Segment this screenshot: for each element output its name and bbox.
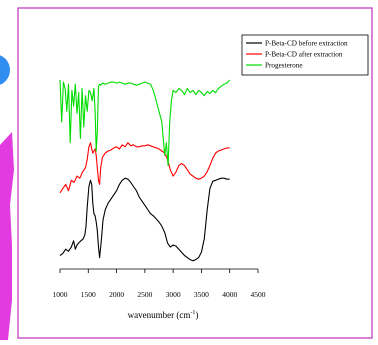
x-axis-title-tail: ) (195, 310, 198, 320)
series-line-3 (59, 79, 231, 167)
x-tick-label: 4500 (251, 290, 266, 299)
legend-label: Progesterone (265, 62, 303, 70)
x-axis-title: wavenumber (cm-1) (128, 310, 199, 320)
series-line-2 (59, 142, 230, 194)
x-tick-label: 2500 (137, 290, 152, 299)
x-axis-title-main: wavenumber (cm (128, 310, 191, 320)
background-decoration (0, 55, 14, 340)
legend-label: P-Beta-CD after extraction (265, 51, 343, 59)
x-axis-title-superscript: -1 (190, 310, 195, 316)
blue-circle-decoration (0, 55, 10, 85)
legend: P-Beta-CD before extraction P-Beta-CD aft… (241, 34, 369, 76)
magenta-shape-decoration (0, 132, 14, 340)
x-tick-label: 2000 (109, 290, 124, 299)
x-axis: 1000 1500 2000 2500 3000 3500 4000 4500 (53, 268, 266, 299)
x-tick-label: 1000 (53, 290, 68, 299)
legend-box (241, 34, 369, 76)
x-tick-label: 3000 (166, 290, 181, 299)
plot-area (59, 79, 231, 262)
x-tick-label: 3500 (194, 290, 209, 299)
x-tick-label: 4000 (222, 290, 237, 299)
x-tick-label: 1500 (81, 290, 96, 299)
series-line-1 (59, 177, 230, 262)
legend-label: P-Beta-CD before extraction (265, 40, 348, 48)
